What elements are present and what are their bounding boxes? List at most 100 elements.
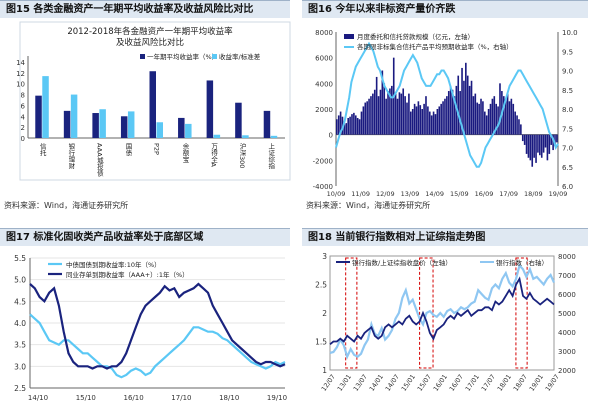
bar-loan-volume [413, 103, 416, 135]
plot-frame [329, 255, 555, 371]
x-tick-label: AAA城投债 [95, 143, 103, 177]
y-left-tick-label: 2000 [315, 106, 333, 114]
bar-loan-volume [368, 98, 370, 135]
bar-loan-volume [531, 134, 534, 167]
fig15-title: 图15 各类金融资产一年期平均收益率及收益风险比对比 [0, 0, 290, 18]
bar-loan-volume [356, 117, 359, 135]
bar-loan-volume [430, 115, 433, 135]
bar-loan-volume [353, 112, 355, 135]
fig17-title: 图17 标准化固收类产品收益率处于底部区域 [0, 228, 290, 246]
bar-return [178, 117, 185, 138]
y-right-tick-label: 6.0 [562, 183, 573, 191]
x-tick-label: 19/07 [544, 373, 561, 393]
x-tick-label: 19/09 [549, 190, 568, 198]
y-tick-label: 8 [21, 92, 25, 100]
bar-loan-volume [506, 93, 509, 135]
x-tick-label: 14/01 [368, 373, 385, 393]
bar-loan-volume [546, 134, 549, 161]
fig16-source: 资料来源：Wind，海通证券研究所 [306, 201, 431, 210]
x-tick-label: 13/09 [401, 190, 420, 198]
bar-loan-volume [504, 98, 507, 135]
bar-loan-volume [508, 101, 511, 135]
y-tick-label: 5.0 [14, 276, 26, 285]
bar-loan-volume [476, 102, 479, 135]
y-right-tick-label: 9.0 [562, 68, 573, 76]
bar-loan-volume [484, 111, 486, 135]
bar-loan-volume [497, 106, 499, 135]
fig18-chart: 1 1.5 2 2.5 3 2000 3000 4000 5000 6000 7000 8000 银行指… [315, 252, 576, 393]
legend-label: 收益率/标准差 [219, 52, 261, 61]
bar-loan-volume [442, 101, 444, 135]
x-tick-label: 13/01 [336, 373, 353, 393]
bar-loan-volume [432, 111, 435, 135]
bar-return [149, 71, 156, 138]
bar-loan-volume [345, 123, 348, 135]
x-tick-label: 18/09 [524, 190, 543, 198]
legend-label: 各期限非标集合信托产品平均预期收益率（%，右轴） [357, 42, 513, 51]
bar-loan-volume [552, 134, 554, 151]
bar-loan-volume [520, 124, 522, 135]
fig18-title: 图18 当前银行指数相对上证综指走势图 [302, 228, 588, 246]
bar-loan-volume [451, 89, 454, 135]
bar-loan-volume [419, 105, 422, 135]
y-left-tick-label: 2.5 [315, 281, 327, 290]
x-tick-label: 13/07 [352, 373, 369, 393]
x-tick-label: 信托 [38, 142, 46, 157]
x-tick-label: 12/09 [376, 190, 395, 198]
bar-return [35, 95, 42, 138]
bar-loan-volume [514, 111, 516, 135]
bar-loan-volume [554, 134, 556, 147]
y-tick-label: 4.0 [14, 319, 26, 328]
legend-label: 月度委托和信托贷款规模（亿元，左轴） [357, 32, 474, 41]
x-tick-label: 16/01 [432, 373, 449, 393]
bar-loan-volume [491, 98, 494, 135]
bar-loan-volume [428, 111, 431, 135]
legend-label: 银行指数（右轴） [496, 258, 548, 267]
bar-loan-volume [402, 88, 405, 135]
bar-loan-volume [360, 111, 363, 135]
bar-loan-volume [370, 96, 372, 135]
bar-loan-volume [529, 134, 532, 161]
bar-loan-volume [358, 119, 361, 135]
x-tick-label: 沪深300 [238, 142, 246, 169]
line-bank-index [329, 263, 556, 360]
bar-loan-volume [434, 114, 437, 135]
bar-loan-volume [421, 109, 423, 135]
x-tick-label: 17/09 [499, 190, 518, 198]
bar-loan-volume [510, 98, 513, 135]
bar-loan-volume [493, 96, 496, 135]
bar-loan-volume [537, 134, 539, 153]
bar-loan-volume [415, 106, 418, 135]
bar-loan-volume [389, 88, 391, 135]
y-right-tick-label: 3000 [558, 348, 576, 356]
x-tick-label: P2P [153, 143, 161, 155]
x-tick-label: 上证综指 [267, 142, 275, 171]
bar-loan-volume [398, 92, 401, 135]
bar-loan-volume [339, 111, 342, 135]
x-tick-label: 16/10 [124, 394, 144, 402]
x-tick-label: 11/09 [351, 190, 370, 198]
y-tick-label: 14 [16, 59, 25, 67]
bar-loan-volume [449, 85, 452, 135]
bar-loan-volume [482, 101, 484, 135]
bar-loan-volume [472, 96, 475, 135]
line-bank-vs-sse-ratio [329, 276, 555, 345]
chart-title-line2: 及收益风险比对比 [116, 37, 184, 48]
bar-ratio [70, 94, 78, 138]
bar-loan-volume [406, 102, 408, 135]
bar-loan-volume [459, 91, 461, 135]
bar-loan-volume [502, 96, 505, 135]
y-right-tick-label: 2000 [558, 367, 576, 375]
y-right-tick-label: 5000 [558, 310, 576, 318]
y-tick-label: 4 [21, 113, 26, 121]
bar-loan-volume [423, 103, 425, 135]
legend-label: 一年期平均收益率（%） [147, 52, 218, 61]
bar-loan-volume [548, 134, 551, 154]
bar-loan-volume [347, 117, 349, 135]
legend-swatch [212, 54, 217, 59]
y-tick-label: 3.5 [14, 341, 26, 350]
bar-ratio [99, 109, 106, 138]
y-right-tick-label: 4000 [558, 329, 576, 337]
bar-return [63, 110, 71, 138]
